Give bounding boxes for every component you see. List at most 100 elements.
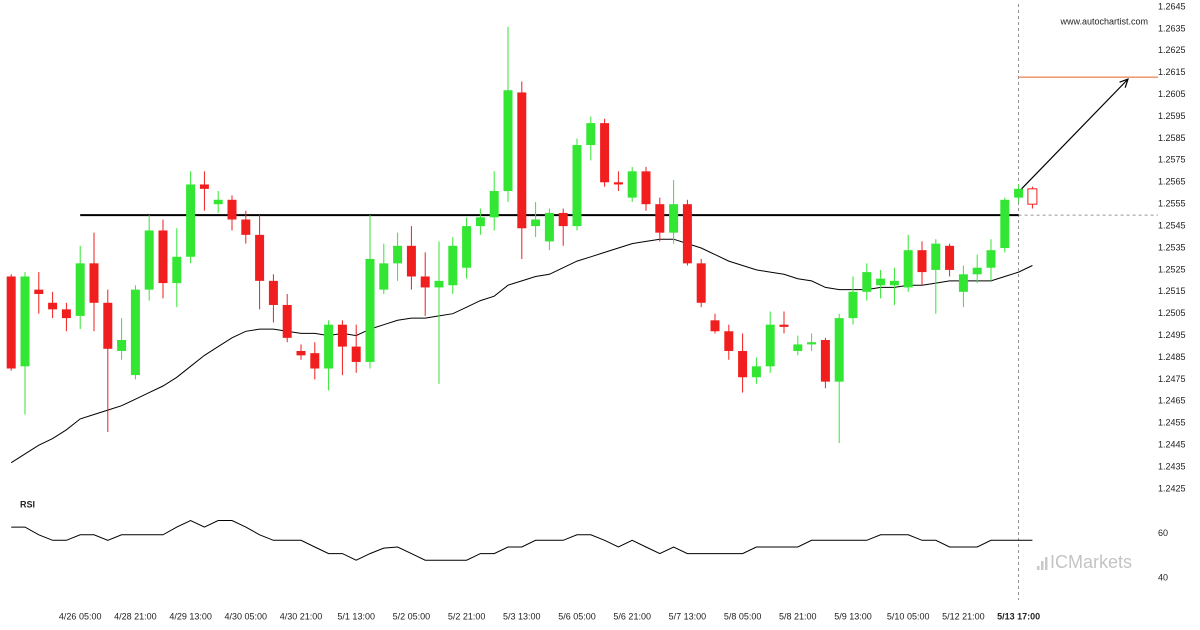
brand: ICMarkets [1050, 552, 1132, 572]
candle-body [669, 204, 679, 233]
x-tick-label: 5/2 05:00 [393, 611, 431, 621]
y-tick-label: 1.2585 [1158, 133, 1186, 143]
y-tick-label: 1.2575 [1158, 155, 1186, 165]
candle-body [186, 184, 196, 257]
candle-body [931, 243, 941, 270]
x-tick-label: 5/6 05:00 [558, 611, 596, 621]
candle-body [917, 250, 927, 273]
candle-body [434, 280, 444, 288]
y-tick-label: 1.2425 [1158, 483, 1186, 493]
candle-body [572, 145, 582, 227]
brand-logo [1037, 557, 1048, 570]
candle-body [793, 344, 803, 351]
y-tick-label: 1.2465 [1158, 396, 1186, 406]
x-tick-label: 4/26 05:00 [59, 611, 102, 621]
candle-body [1014, 188, 1024, 198]
y-tick-label: 1.2595 [1158, 111, 1186, 121]
logo-bar [1041, 561, 1044, 570]
candle-body [600, 123, 610, 183]
candle-body [503, 90, 513, 192]
candle-body [958, 274, 968, 292]
y-tick-label: 1.2625 [1158, 45, 1186, 55]
y-tick-label: 60 [1158, 528, 1168, 538]
candle-body [48, 302, 58, 310]
logo-bar [1037, 566, 1040, 570]
candle-body [365, 258, 375, 362]
candle-body [1027, 188, 1038, 205]
y-tick-label: 1.2555 [1158, 199, 1186, 209]
candle-body [172, 256, 182, 284]
candle-body [158, 230, 168, 284]
candle-body [613, 182, 623, 185]
candle-body [103, 302, 113, 349]
candle-body [655, 204, 665, 233]
candle-body [848, 291, 858, 319]
y-tick-label: 1.2525 [1158, 264, 1186, 274]
y-tick-label: 1.2605 [1158, 89, 1186, 99]
candle-body [627, 171, 637, 198]
y-tick-label: 1.2445 [1158, 440, 1186, 450]
y-tick-label: 1.2615 [1158, 67, 1186, 77]
candle-body [379, 263, 389, 290]
candle-body [144, 230, 154, 290]
candle-body [130, 289, 140, 376]
candle-body [241, 219, 251, 235]
candle-body [213, 199, 223, 205]
y-tick-label: 1.2455 [1158, 418, 1186, 428]
x-tick-label: 4/29 13:00 [169, 611, 212, 621]
y-tick-label: 1.2505 [1158, 308, 1186, 318]
x-tick-label: 4/30 21:00 [280, 611, 323, 621]
candle-body [75, 263, 85, 316]
candle-body [544, 212, 554, 242]
candle-body [862, 272, 872, 292]
candle-body [89, 263, 99, 303]
x-tick-label: 5/8 21:00 [779, 611, 817, 621]
candle-body [34, 289, 44, 295]
x-tick-label: 5/10 05:00 [887, 611, 930, 621]
y-tick-label: 1.2635 [1158, 23, 1186, 33]
candle-body [972, 267, 982, 275]
candle-body [586, 123, 596, 146]
candle-body [531, 219, 541, 227]
y-tick-label: 1.2645 [1158, 1, 1186, 11]
candle-body [393, 245, 403, 264]
y-tick-label: 1.2435 [1158, 461, 1186, 471]
candle-body [61, 309, 71, 319]
candle-body [489, 191, 499, 218]
y-tick-label: 40 [1158, 572, 1168, 582]
candle-body [876, 278, 886, 286]
candle-body [765, 324, 775, 367]
candle-body [296, 350, 306, 356]
y-tick-label: 1.2475 [1158, 374, 1186, 384]
candle-body [282, 304, 292, 338]
candle-body [475, 217, 485, 227]
x-tick-label: 5/7 13:00 [669, 611, 707, 621]
x-tick-label: 5/2 21:00 [448, 611, 486, 621]
y-tick-label: 1.2535 [1158, 242, 1186, 252]
candle-body [820, 340, 830, 382]
candle-body [227, 199, 237, 220]
x-tick-label: 5/9 13:00 [834, 611, 872, 621]
candle-body [641, 171, 651, 205]
logo-bar [1045, 557, 1048, 570]
y-tick-label: 1.2485 [1158, 352, 1186, 362]
candle-body [255, 234, 265, 281]
candle-body [986, 250, 996, 268]
x-tick-label: 5/13 17:00 [997, 611, 1040, 621]
x-tick-label: 5/3 13:00 [503, 611, 541, 621]
candle-body [268, 280, 278, 305]
x-tick-label: 4/28 21:00 [114, 611, 157, 621]
y-tick-label: 1.2565 [1158, 177, 1186, 187]
candle-body [117, 340, 127, 351]
x-tick-label: 5/6 21:00 [613, 611, 651, 621]
y-tick-label: 1.2545 [1158, 220, 1186, 230]
candle-body [696, 263, 706, 303]
panel-title: RSI [20, 499, 35, 509]
x-tick-label: 5/1 13:00 [337, 611, 375, 621]
candle-body [462, 226, 472, 268]
candle-body [903, 250, 913, 288]
candle-body [807, 342, 817, 345]
arrow-head [1119, 78, 1129, 88]
candle-body [20, 276, 30, 367]
